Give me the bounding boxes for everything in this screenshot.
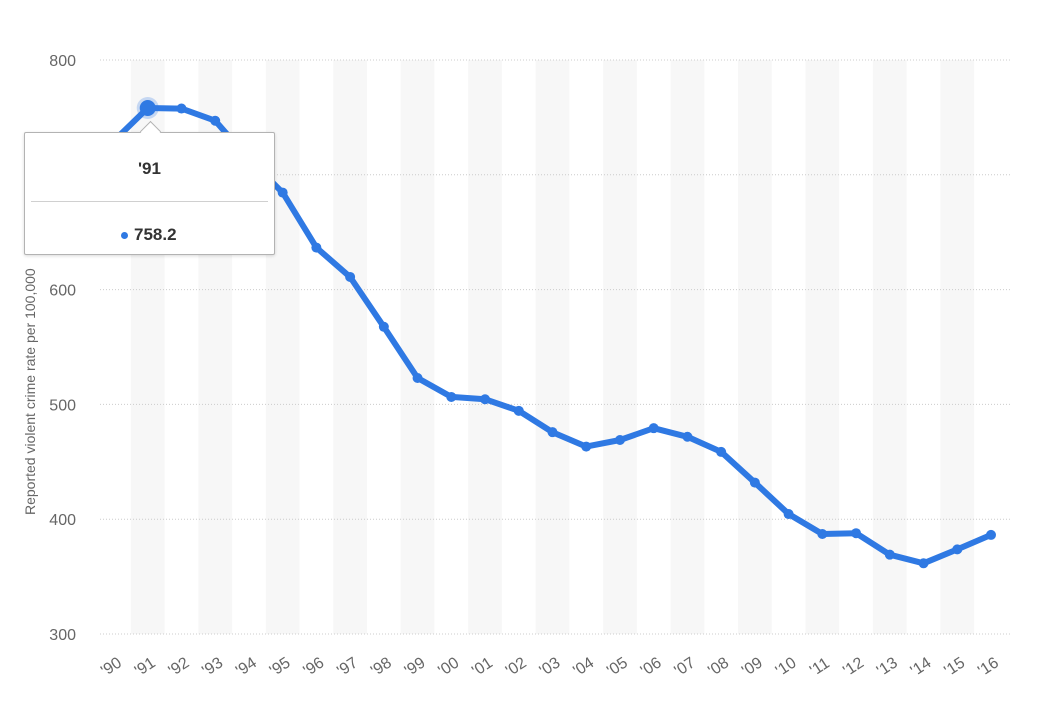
y-tick-label: 400	[49, 512, 76, 529]
x-tick-label: '07	[672, 654, 699, 680]
x-tick-label: '94	[233, 654, 260, 680]
y-tick-label: 300	[49, 627, 76, 644]
data-point[interactable]	[278, 188, 288, 198]
data-tooltip: '91 758.2	[24, 132, 275, 255]
band-19	[738, 60, 772, 634]
data-point[interactable]	[548, 427, 558, 437]
tooltip-value: 758.2	[134, 225, 177, 245]
x-tick-label: '90	[98, 654, 125, 680]
band-11	[468, 60, 502, 634]
data-point[interactable]	[210, 116, 220, 126]
x-tick-label: '15	[941, 654, 968, 680]
data-point[interactable]	[952, 544, 962, 554]
data-point[interactable]	[716, 447, 726, 457]
data-point[interactable]	[176, 104, 186, 114]
x-tick-label: '96	[301, 654, 328, 680]
x-tick-label: '99	[402, 654, 429, 680]
x-tick-label: '13	[874, 654, 901, 680]
x-tick-label: '06	[638, 654, 665, 680]
tooltip-label: '91	[25, 159, 276, 179]
data-point[interactable]	[446, 392, 456, 402]
data-point[interactable]	[345, 272, 355, 282]
data-point[interactable]	[817, 529, 827, 539]
x-tick-label: '09	[739, 654, 766, 680]
x-tick-label: '97	[334, 654, 361, 680]
y-tick-label: 600	[49, 283, 76, 300]
x-tick-label: '92	[166, 654, 193, 680]
y-axis-label: Reported violent crime rate per 100,000	[22, 268, 38, 515]
x-tick-label: '16	[975, 654, 1002, 680]
x-tick-label: '08	[705, 654, 732, 680]
data-point[interactable]	[581, 442, 591, 452]
data-point[interactable]	[750, 478, 760, 488]
data-point[interactable]	[919, 558, 929, 568]
x-tick-label: '05	[604, 654, 631, 680]
data-point[interactable]	[851, 528, 861, 538]
x-tick-label: '03	[537, 654, 564, 680]
x-tick-label: '01	[469, 654, 496, 680]
data-point[interactable]	[379, 322, 389, 332]
data-point[interactable]	[480, 394, 490, 404]
x-tick-label: '02	[503, 654, 530, 680]
x-tick-label: '14	[908, 654, 935, 680]
band-9	[401, 60, 435, 634]
x-tick-label: '04	[570, 654, 597, 680]
tooltip-value-row: 758.2	[121, 225, 177, 245]
band-13	[536, 60, 570, 634]
y-tick-label: 800	[49, 53, 76, 70]
data-point[interactable]	[682, 432, 692, 442]
data-point-highlighted[interactable]	[140, 100, 156, 116]
x-tick-label: '91	[132, 654, 159, 680]
data-point[interactable]	[413, 373, 423, 383]
series-dot-icon	[121, 232, 128, 239]
data-point[interactable]	[986, 530, 996, 540]
x-tick-label: '00	[435, 654, 462, 680]
x-tick-label: '11	[807, 655, 833, 680]
tooltip-divider	[31, 201, 268, 202]
x-axis-ticks: '90 '91 '92'93 '94 '95 '96'97 '98 '99'00 '01 '02 '…	[98, 654, 1002, 680]
x-tick-label: '12	[840, 654, 867, 680]
band-15	[603, 60, 637, 634]
band-21	[805, 60, 839, 634]
data-point[interactable]	[649, 423, 659, 433]
x-tick-label: '98	[368, 654, 395, 680]
band-7	[333, 60, 367, 634]
x-tick-label: '93	[199, 654, 226, 680]
data-point[interactable]	[615, 435, 625, 445]
data-point[interactable]	[514, 406, 524, 416]
x-tick-label: '10	[773, 654, 800, 680]
y-tick-label: 500	[49, 397, 76, 414]
data-point[interactable]	[784, 509, 794, 519]
x-tick-label: '95	[267, 654, 294, 680]
data-point[interactable]	[311, 243, 321, 253]
data-point[interactable]	[885, 550, 895, 560]
band-17	[671, 60, 705, 634]
